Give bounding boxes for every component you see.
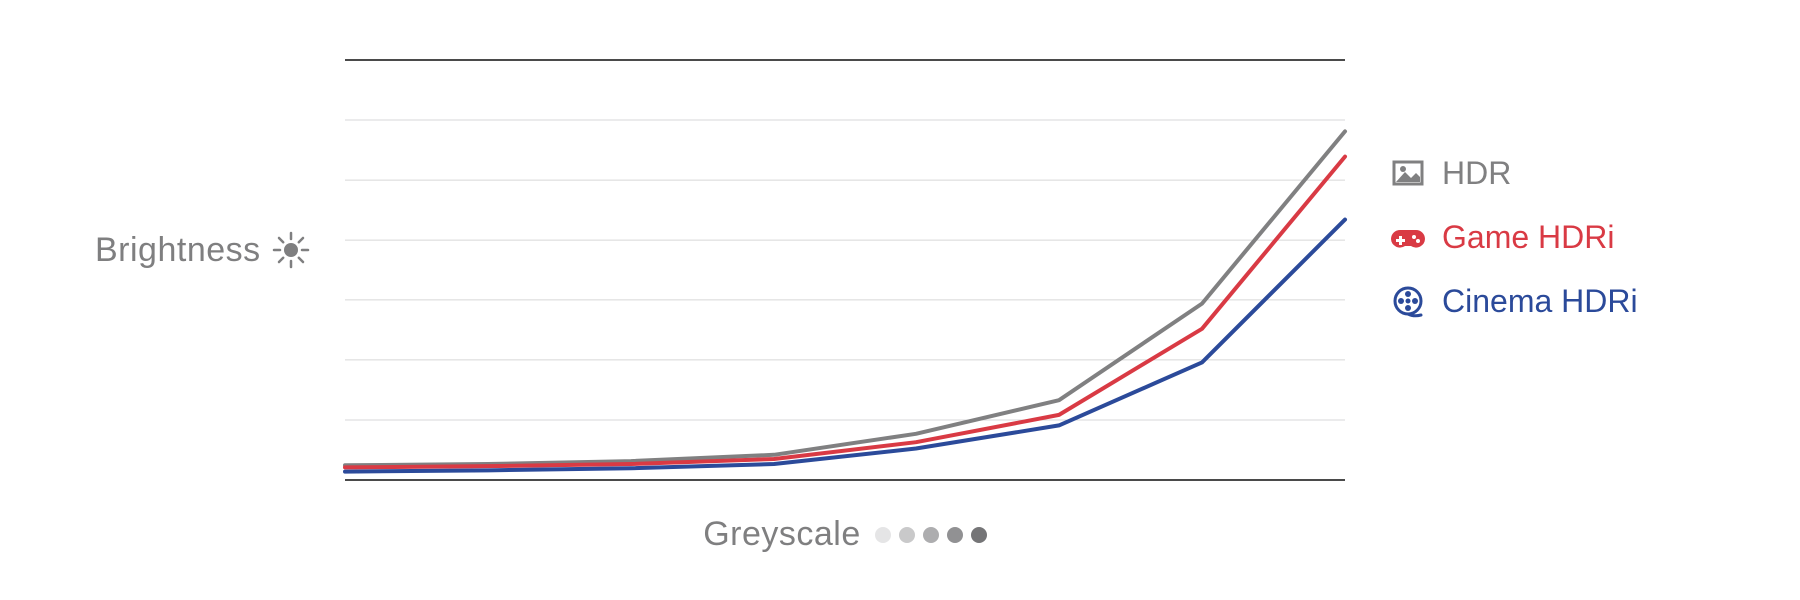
greyscale-dots <box>875 527 987 543</box>
series-line-cinema <box>345 220 1345 472</box>
brightness-icon <box>271 230 311 270</box>
legend-item-cinema: Cinema HDRi <box>1390 283 1638 319</box>
legend-label: Cinema HDRi <box>1442 285 1638 317</box>
x-axis-label: Greyscale <box>703 515 861 554</box>
legend-label: Game HDRi <box>1442 221 1614 253</box>
series-line-game <box>345 157 1345 468</box>
greyscale-dot <box>899 527 915 543</box>
legend-label: HDR <box>1442 157 1511 189</box>
greyscale-dot <box>947 527 963 543</box>
y-axis-label: Brightness <box>95 231 261 270</box>
legend-item-game: Game HDRi <box>1390 219 1638 255</box>
gamepad-icon <box>1390 219 1426 255</box>
image-icon <box>1390 155 1426 191</box>
greyscale-dot <box>923 527 939 543</box>
greyscale-dot <box>875 527 891 543</box>
line-chart-svg <box>345 60 1345 480</box>
greyscale-dot <box>971 527 987 543</box>
film-reel-icon <box>1390 283 1426 319</box>
legend: HDR Game HDRi Cinema HDRi <box>1390 155 1638 319</box>
y-axis-label-group: Brightness <box>95 230 311 270</box>
line-chart <box>345 60 1345 480</box>
x-axis-label-group: Greyscale <box>345 515 1345 554</box>
chart-container: Brightness Greyscale HDR Game HDRi Cinema … <box>0 0 1800 600</box>
legend-item-hdr: HDR <box>1390 155 1638 191</box>
series-line-hdr <box>345 131 1345 465</box>
